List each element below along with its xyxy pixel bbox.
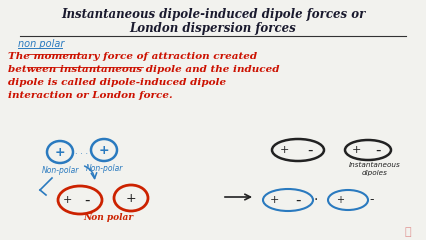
Text: Non polar: Non polar: [83, 213, 133, 222]
Text: between instantaneous dipole and the induced: between instantaneous dipole and the ind…: [8, 65, 279, 74]
Text: -: -: [307, 143, 313, 157]
Text: +: +: [336, 195, 344, 205]
Text: +: +: [351, 145, 361, 155]
Text: -: -: [375, 143, 381, 157]
Text: +: +: [269, 195, 279, 205]
Text: non polar: non polar: [18, 39, 64, 49]
Text: -: -: [370, 193, 374, 206]
Text: Non-polar: Non-polar: [41, 166, 79, 175]
Text: +: +: [279, 145, 289, 155]
Text: Instantaneous: Instantaneous: [349, 162, 401, 168]
Text: Instantaneous dipole-induced dipole forces or: Instantaneous dipole-induced dipole forc…: [61, 8, 365, 21]
Text: +: +: [126, 192, 136, 204]
Text: Non-polar: Non-polar: [85, 164, 123, 173]
Text: dipoles: dipoles: [362, 170, 388, 176]
Text: 🏛: 🏛: [405, 227, 412, 237]
Text: . . .: . . .: [75, 146, 89, 156]
Text: +: +: [99, 144, 109, 156]
Text: +: +: [55, 145, 65, 158]
Text: -: -: [295, 192, 301, 208]
Text: The momentary force of attraction created: The momentary force of attraction create…: [8, 52, 257, 61]
Text: London dispersion forces: London dispersion forces: [130, 22, 296, 35]
Text: ·: ·: [314, 193, 318, 207]
Text: interaction or London force.: interaction or London force.: [8, 91, 173, 100]
Text: +: +: [62, 195, 72, 205]
Text: dipole is called dipole-induced dipole: dipole is called dipole-induced dipole: [8, 78, 226, 87]
Text: -: -: [84, 192, 90, 208]
